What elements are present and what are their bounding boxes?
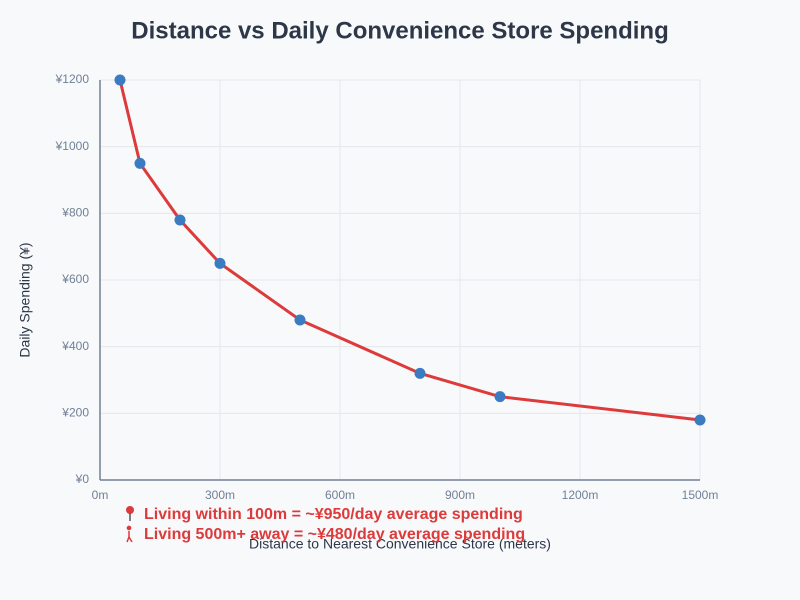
y-tick-label: ¥400 bbox=[61, 339, 89, 353]
x-tick-label: 1200m bbox=[562, 488, 599, 502]
data-point bbox=[134, 157, 146, 169]
x-tick-label: 300m bbox=[205, 488, 235, 502]
y-tick-label: ¥0 bbox=[75, 472, 90, 486]
plot-area: ¥0 ¥200 ¥400 ¥600 ¥800 ¥1000 ¥1200 0m 300m 600m 90… bbox=[55, 72, 719, 502]
x-axis-label: Distance to Nearest Convenience Store (m… bbox=[249, 536, 551, 552]
y-tick-label: ¥1000 bbox=[55, 139, 90, 153]
x-tick-label: 0m bbox=[92, 488, 109, 502]
pin-icon bbox=[126, 506, 134, 521]
x-tick-label: 1500m bbox=[682, 488, 719, 502]
y-tick-label: ¥1200 bbox=[55, 72, 90, 86]
data-point bbox=[494, 391, 506, 403]
y-tick-label: ¥600 bbox=[61, 272, 89, 286]
data-point bbox=[414, 367, 426, 379]
x-tick-label: 600m bbox=[325, 488, 355, 502]
data-point bbox=[294, 314, 306, 326]
chart-title: Distance vs Daily Convenience Store Spen… bbox=[131, 17, 669, 44]
annotation: Living 500m+ away = ~¥480/day average sp… bbox=[144, 526, 525, 543]
data-point bbox=[174, 214, 186, 226]
y-axis-label: Daily Spending (¥) bbox=[17, 242, 33, 357]
walk-icon bbox=[126, 525, 133, 543]
x-tick-label: 900m bbox=[445, 488, 475, 502]
data-point bbox=[214, 257, 226, 269]
y-tick-label: ¥200 bbox=[61, 406, 89, 420]
data-point bbox=[114, 74, 126, 86]
data-point bbox=[694, 414, 706, 426]
y-tick-label: ¥800 bbox=[61, 206, 89, 220]
data-line bbox=[118, 79, 701, 422]
annotation: Living within 100m = ~¥950/day average s… bbox=[144, 506, 523, 523]
